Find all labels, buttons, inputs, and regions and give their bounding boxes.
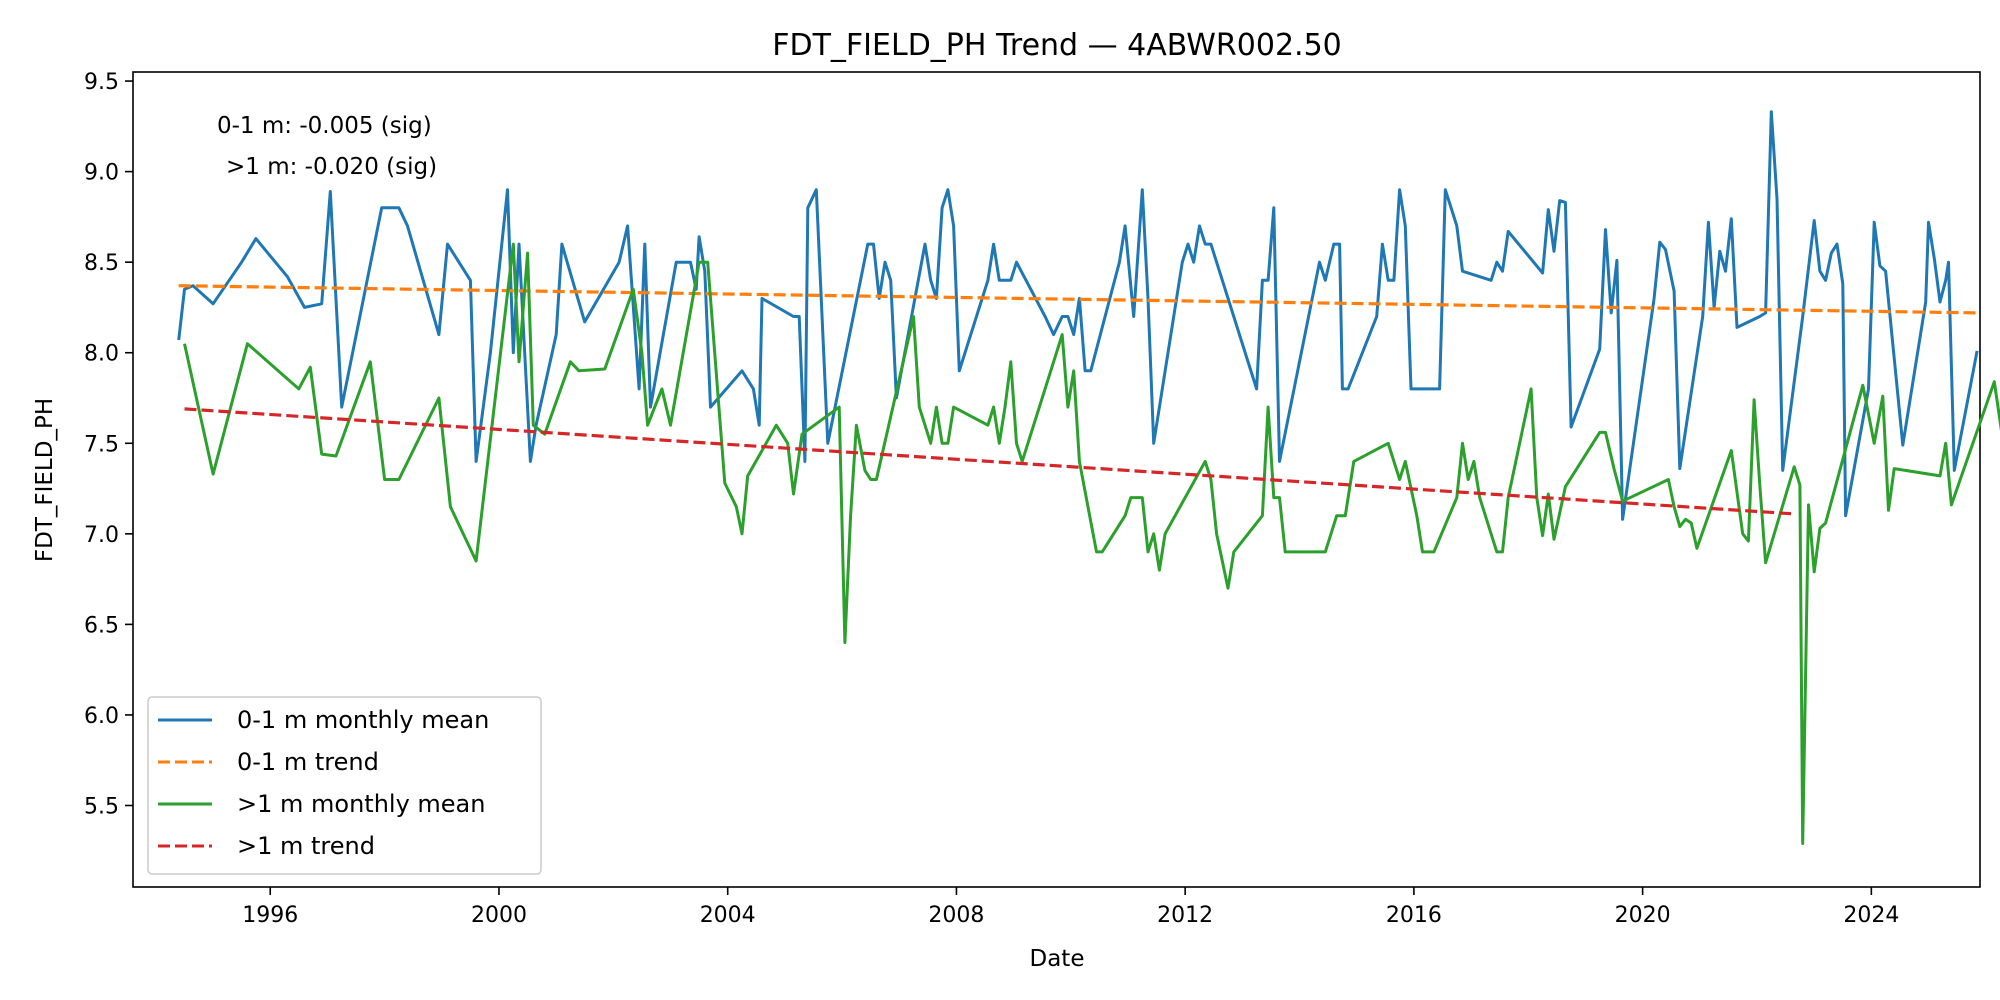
legend-label: 0-1 m trend xyxy=(237,748,379,776)
plot-frame xyxy=(132,71,1981,888)
x-tick-label: 2020 xyxy=(1615,903,1671,928)
y-tick-label: 8.0 xyxy=(84,342,119,367)
y-tick-label: 8.5 xyxy=(84,251,119,276)
annotation-shallow: 0-1 m: -0.005 (sig) xyxy=(217,113,432,139)
x-tick-label: 2008 xyxy=(928,903,984,928)
y-axis: 5.5 6.0 6.5 7.0 7.5 8.0 8.5 9.0 9.5 xyxy=(84,70,133,820)
x-axis-label: Date xyxy=(1030,946,1085,972)
y-tick-label: 6.5 xyxy=(84,613,119,638)
series-line-0-1-m-monthly-mean xyxy=(177,110,1979,521)
x-tick-label: 2000 xyxy=(471,903,527,928)
x-tick-label: 2024 xyxy=(1843,903,1899,928)
series-line-gt-1-m-trend xyxy=(184,407,1795,516)
plot-area xyxy=(132,71,1981,888)
legend-label: 0-1 m monthly mean xyxy=(237,706,489,734)
x-tick-label: 2012 xyxy=(1157,903,1213,928)
y-tick-label: 7.5 xyxy=(84,432,119,457)
chart-title: FDT_FIELD_PH Trend — 4ABWR002.50 xyxy=(772,28,1342,63)
x-tick-label: 2004 xyxy=(700,903,756,928)
series-line-0-1-m-trend xyxy=(178,284,1978,315)
x-tick-label: 2016 xyxy=(1386,903,1442,928)
legend: 0-1 m monthly mean 0-1 m trend >1 m monthl… xyxy=(147,696,542,875)
annotation-deep: >1 m: -0.020 (sig) xyxy=(226,154,437,180)
y-tick-label: 9.0 xyxy=(84,161,119,186)
x-axis: 1996 2000 2004 2008 2012 2016 2020 2024 xyxy=(242,887,1899,928)
y-tick-label: 7.0 xyxy=(84,523,119,548)
legend-box xyxy=(147,696,542,875)
y-tick-label: 6.0 xyxy=(84,704,119,729)
legend-label: >1 m monthly mean xyxy=(237,790,485,818)
y-tick-label: 9.5 xyxy=(84,70,119,95)
y-tick-label: 5.5 xyxy=(84,795,119,820)
series-line-gt-1-m-monthly-mean xyxy=(183,242,2000,845)
series-layer xyxy=(177,110,2000,845)
x-tick-label: 1996 xyxy=(242,903,298,928)
legend-label: >1 m trend xyxy=(237,832,375,860)
y-axis-label: FDT_FIELD_PH xyxy=(32,398,58,562)
